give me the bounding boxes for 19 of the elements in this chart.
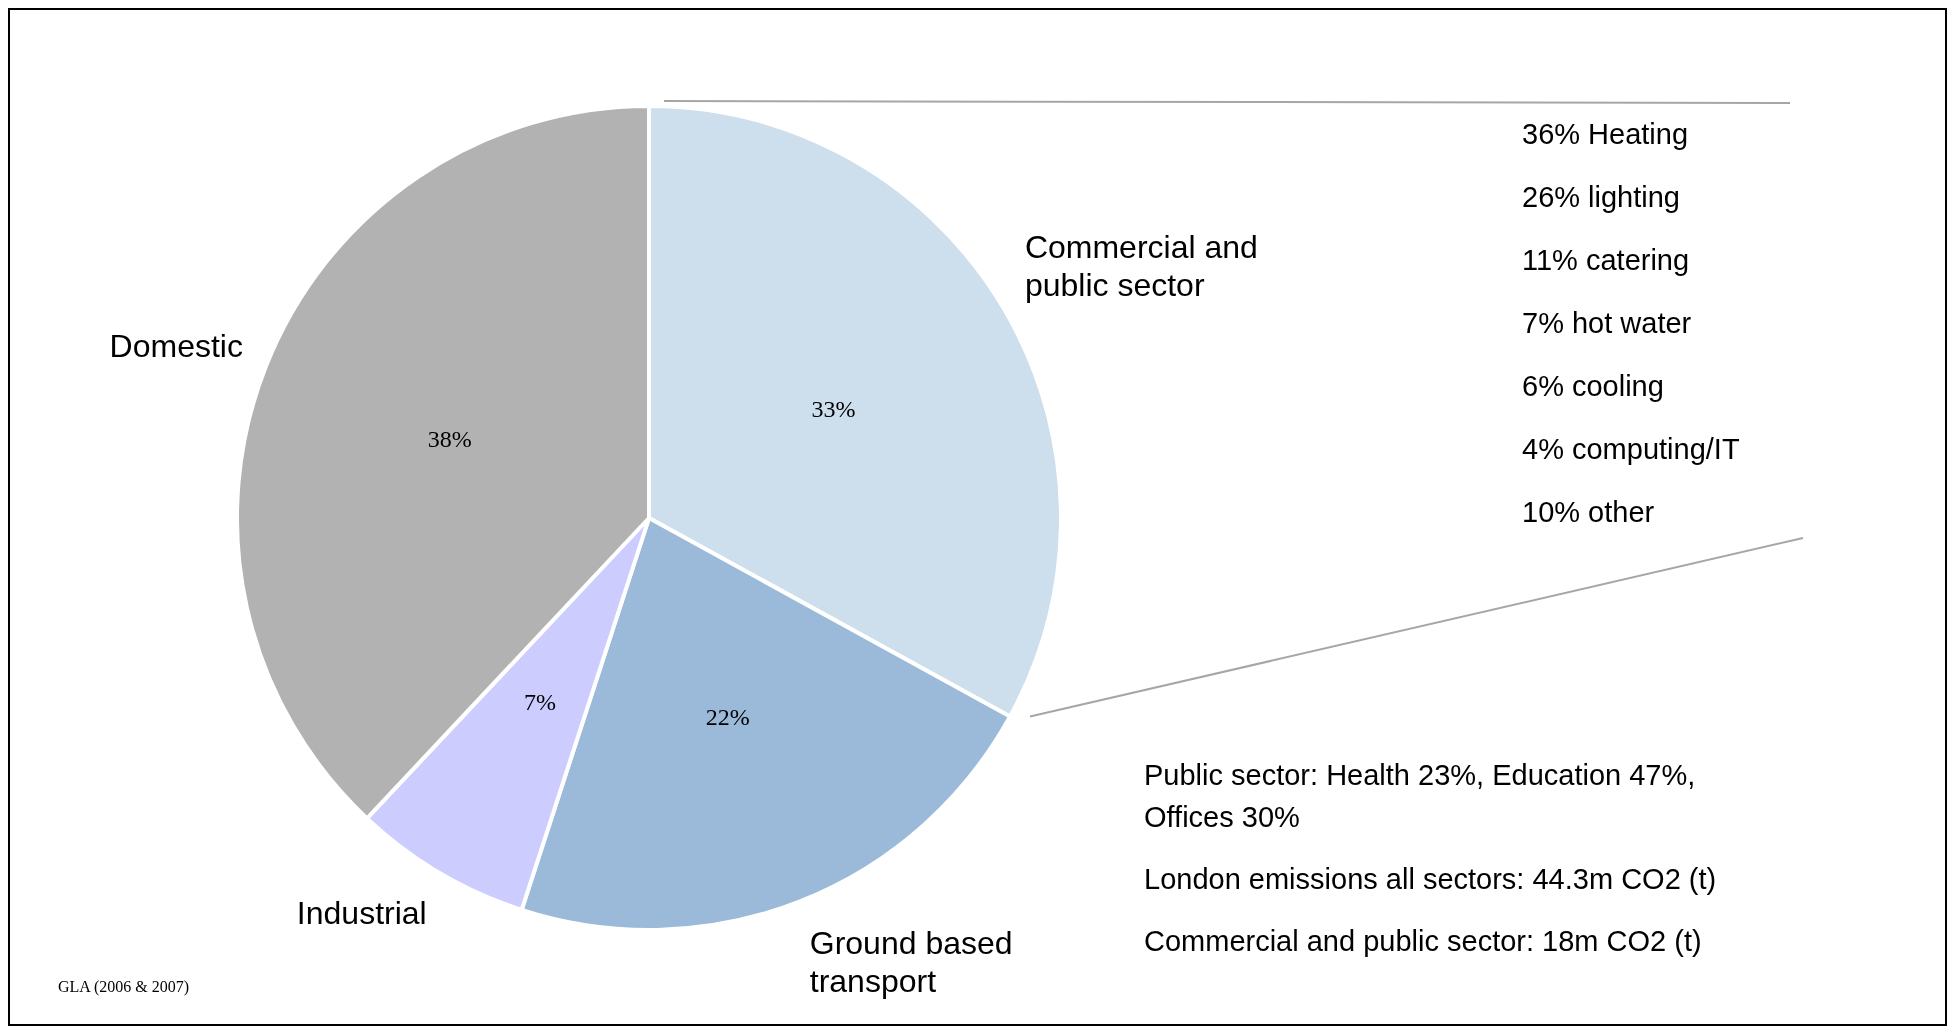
slice-label: Ground based transport <box>809 925 1013 1000</box>
data-label: 38% <box>427 426 472 453</box>
text: 26% lighting <box>1522 181 1681 215</box>
slice-label: Domestic <box>109 328 243 365</box>
slice-label: Commercial and public sector <box>1024 228 1258 303</box>
data-label: 7% <box>523 689 556 716</box>
text: Public sector: Health 23%, Education 47%, Offices 30% <box>1144 758 1697 835</box>
text: Commercial and public sector: 18m CO2 (t) <box>1144 924 1703 959</box>
slice-label: Industrial <box>296 894 427 931</box>
data-label: 33% <box>811 395 856 422</box>
text: 6% cooling <box>1522 370 1665 404</box>
text: GLA (2006 & 2007) <box>58 978 190 996</box>
text: 10% other <box>1522 496 1656 530</box>
text: 36% Heating <box>1522 118 1690 152</box>
text: 4% computing/IT <box>1522 433 1740 467</box>
text: London emissions all sectors: 44.3m CO2 (t) <box>1144 862 1718 897</box>
data-label: 22% <box>705 704 750 731</box>
text: 7% hot water <box>1522 307 1693 341</box>
text: 11% catering <box>1522 244 1691 278</box>
